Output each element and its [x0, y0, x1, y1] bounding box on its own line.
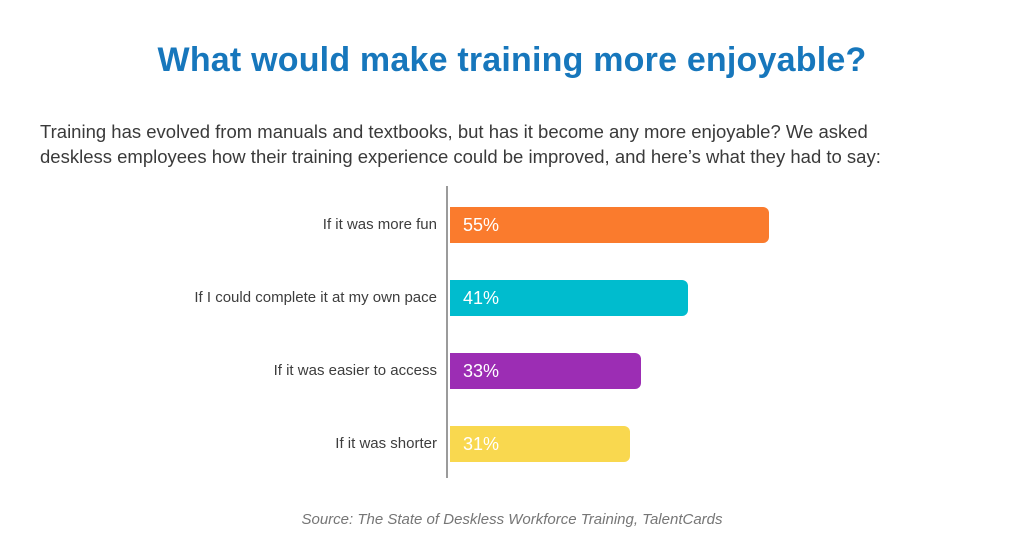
source-caption: Source: The State of Deskless Workforce … [301, 511, 723, 528]
bar-row: If it was easier to access 33% [0, 353, 1024, 389]
bar-row: If I could complete it at my own pace 41% [0, 280, 1024, 316]
bar-value-label: 33% [463, 360, 500, 381]
bar-category-label: If it was more fun [322, 216, 437, 233]
bar-value-label: 31% [463, 433, 500, 454]
bar: 31% [450, 426, 630, 462]
bar: 41% [450, 280, 688, 316]
bar-category-label: If it was easier to access [273, 362, 437, 379]
bar: 33% [450, 353, 642, 389]
bar-value-label: 41% [463, 287, 500, 308]
bar-value-label: 55% [463, 214, 500, 235]
bar-row: If it was more fun 55% [0, 207, 1024, 243]
subtitle-line-1: Training has evolved from manuals and te… [40, 121, 868, 142]
bar: 55% [450, 207, 769, 243]
subtitle-line-2: deskless employees how their training ex… [40, 146, 881, 167]
axis-line [446, 186, 448, 478]
bar-category-label: If I could complete it at my own pace [194, 289, 437, 306]
page-title: What would make training more enjoyable? [157, 41, 867, 79]
bar-row: If it was shorter 31% [0, 426, 1024, 462]
chart-subtitle: Training has evolved from manuals and te… [40, 119, 984, 169]
bar-category-label: If it was shorter [335, 435, 437, 452]
